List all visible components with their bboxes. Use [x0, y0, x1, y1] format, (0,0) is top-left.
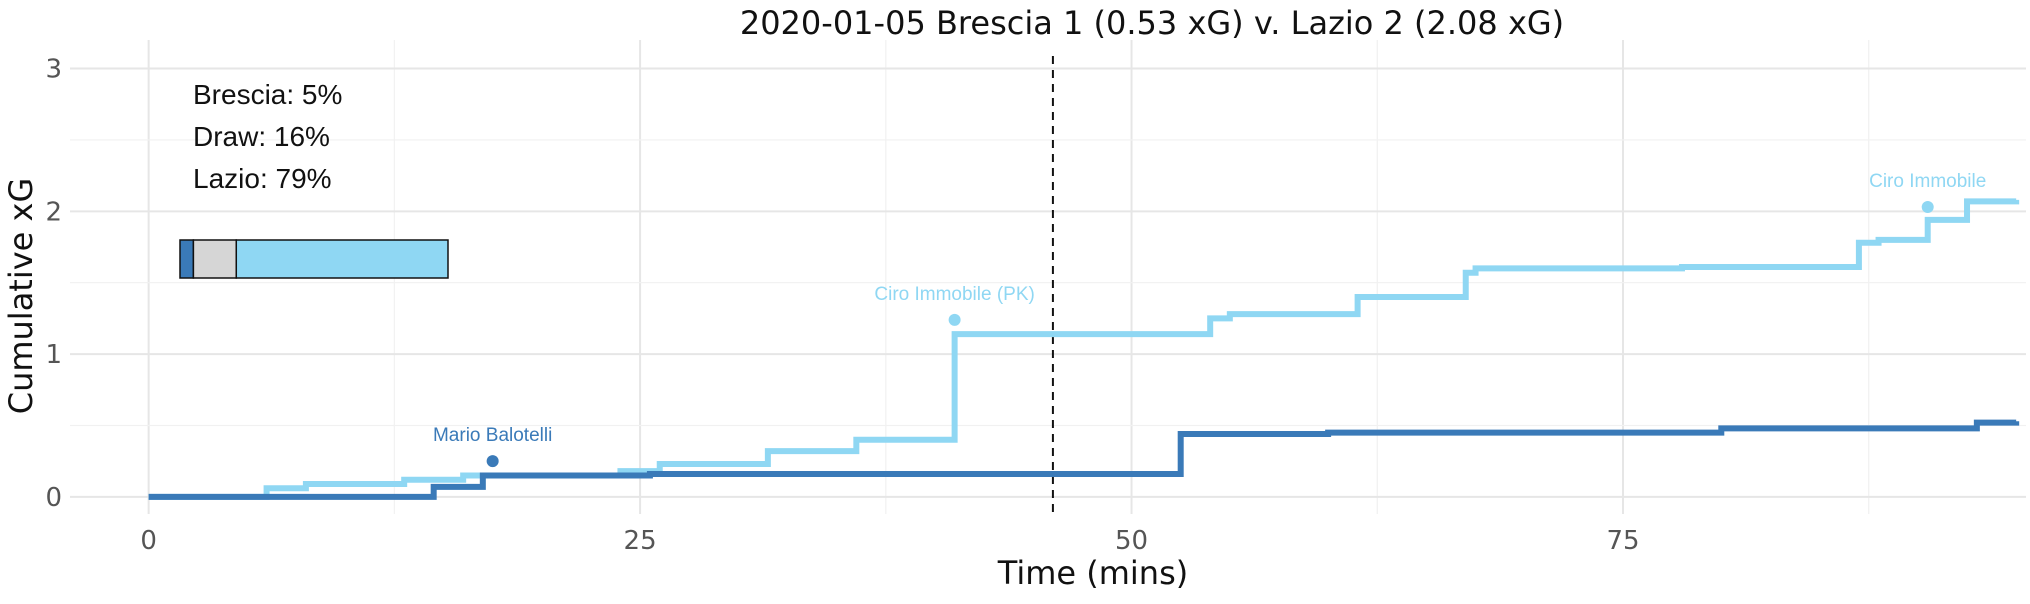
probability-bar-segment — [179, 239, 195, 279]
y-tick-label: 1 — [45, 340, 62, 370]
chart-title: 2020-01-05 Brescia 1 (0.53 xG) v. Lazio … — [740, 4, 1564, 42]
goal-label: Mario Balotelli — [433, 425, 552, 446]
goal-marker — [1921, 201, 1934, 214]
win-probability-box: Brescia: 5% Draw: 16% Lazio: 79% — [179, 79, 449, 279]
goal-marker — [486, 455, 499, 468]
probability-label: Lazio: 79% — [193, 163, 332, 194]
x-tick-label: 50 — [1115, 526, 1148, 556]
x-tick-label: 75 — [1606, 526, 1639, 556]
series-line-brescia — [148, 419, 2020, 500]
probability-label: Brescia: 5% — [193, 79, 342, 110]
goal-markers: Mario Balotelli Ciro Immobile (PK) Ciro Im… — [433, 171, 1986, 468]
goal-marker — [948, 313, 961, 326]
series-line-lazio — [148, 198, 2020, 500]
axis-ticks: 0 25 50 75 0 1 2 3 — [45, 55, 1639, 556]
y-tick-label: 0 — [45, 483, 62, 513]
y-tick-label: 3 — [45, 55, 62, 85]
series-lines — [148, 198, 2020, 500]
probability-bar-segment — [235, 239, 449, 279]
x-axis-title: Time (mins) — [997, 554, 1188, 592]
y-axis-title: Cumulative xG — [2, 178, 40, 415]
probability-bar-segment — [192, 239, 238, 279]
goal-label: Ciro Immobile (PK) — [874, 284, 1034, 305]
probability-label: Draw: 16% — [193, 121, 330, 152]
x-tick-label: 0 — [140, 526, 157, 556]
y-tick-label: 2 — [45, 197, 62, 227]
goal-label: Ciro Immobile — [1869, 171, 1986, 192]
x-tick-label: 25 — [624, 526, 657, 556]
